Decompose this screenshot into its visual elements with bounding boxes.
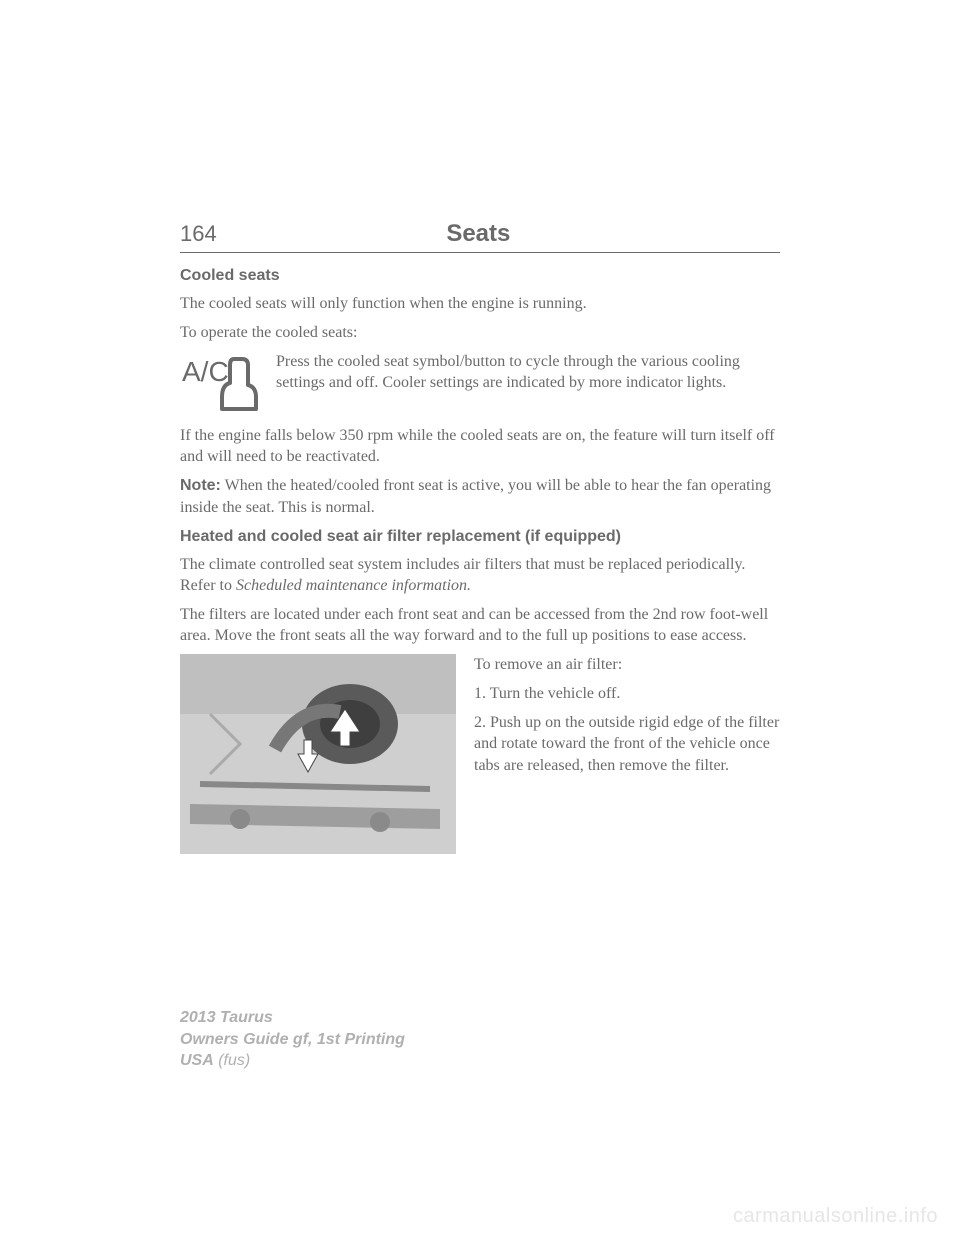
paragraph: To remove an air filter: <box>474 654 780 675</box>
ac-seat-icon: A/C <box>180 351 266 417</box>
icon-instruction-row: A/C Press the cooled seat symbol/button … <box>180 351 780 417</box>
photo-instruction-row: To remove an air filter: 1. Turn the veh… <box>180 654 780 854</box>
paragraph: The filters are located under each front… <box>180 604 780 646</box>
heading-cooled-seats: Cooled seats <box>180 267 780 285</box>
step: 2. Push up on the outside rigid edge of … <box>474 712 780 775</box>
note-paragraph: Note: When the heated/cooled front seat … <box>180 475 780 517</box>
icon-instruction-text: Press the cooled seat symbol/button to c… <box>276 351 780 401</box>
watermark: carmanualsonline.info <box>733 1205 938 1228</box>
footer-region-suffix: (fus) <box>214 1052 250 1069</box>
note-label: Note: <box>180 477 221 494</box>
paragraph: If the engine falls below 350 rpm while … <box>180 425 780 467</box>
heading-filter-replacement: Heated and cooled seat air filter replac… <box>180 528 780 546</box>
footer-region-code: USA <box>180 1052 214 1069</box>
filter-location-photo <box>180 654 456 854</box>
paragraph: The climate controlled seat system inclu… <box>180 554 780 596</box>
paragraph: To operate the cooled seats: <box>180 322 780 343</box>
italic-reference: Scheduled maintenance information. <box>236 577 471 594</box>
paragraph: Press the cooled seat symbol/button to c… <box>276 351 780 393</box>
photo-instruction-text: To remove an air filter: 1. Turn the veh… <box>474 654 780 784</box>
footer-model: 2013 Taurus <box>180 1007 405 1029</box>
page-header: 164 Seats <box>180 220 780 253</box>
paragraph: The cooled seats will only function when… <box>180 293 780 314</box>
step: 1. Turn the vehicle off. <box>474 683 780 704</box>
footer-region: USA (fus) <box>180 1050 405 1072</box>
manual-page: 164 Seats Cooled seats The cooled seats … <box>0 0 960 854</box>
note-text: When the heated/cooled front seat is act… <box>180 477 771 515</box>
page-footer: 2013 Taurus Owners Guide gf, 1st Printin… <box>180 1007 405 1072</box>
chapter-title: Seats <box>177 220 780 248</box>
ac-label: A/C <box>182 356 229 387</box>
footer-guide: Owners Guide gf, 1st Printing <box>180 1029 405 1051</box>
